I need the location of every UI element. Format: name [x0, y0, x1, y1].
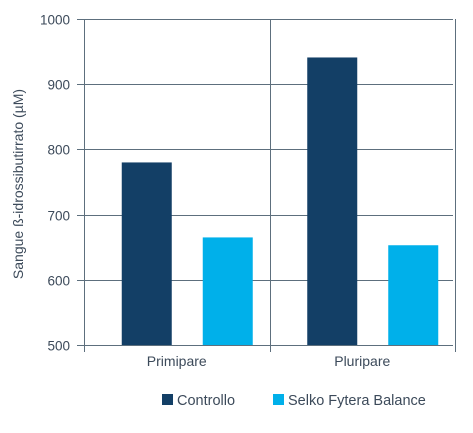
legend: Controllo Selko Fytera Balance [162, 393, 426, 409]
bar-controllo-primipare [121, 162, 172, 345]
bar-controllo-pluripare [307, 57, 358, 346]
axes: 500 600 700 800 900 1000 Primipare Pluripare [40, 13, 391, 370]
legend-swatch [162, 394, 173, 405]
x-tick-label: Pluripare [334, 353, 390, 369]
y-axis-title: Sangue ß-idrossibutirrato (µM) [10, 89, 26, 279]
x-tick-label: Primipare [147, 353, 207, 369]
y-tick-label: 1000 [40, 13, 70, 28]
y-tick-label: 600 [47, 274, 70, 289]
bar-selko-fytera-balance-primipare [202, 237, 253, 345]
legend-swatch [273, 394, 284, 405]
y-tick-label: 900 [47, 78, 70, 93]
legend-label: Controllo [177, 393, 235, 409]
y-tick-label: 700 [47, 209, 70, 224]
bars [121, 57, 439, 346]
legend-label: Selko Fytera Balance [288, 393, 426, 409]
y-tick-label: 500 [47, 339, 70, 354]
bar-selko-fytera-balance-pluripare [388, 245, 439, 345]
y-tick-label: 800 [47, 143, 70, 158]
